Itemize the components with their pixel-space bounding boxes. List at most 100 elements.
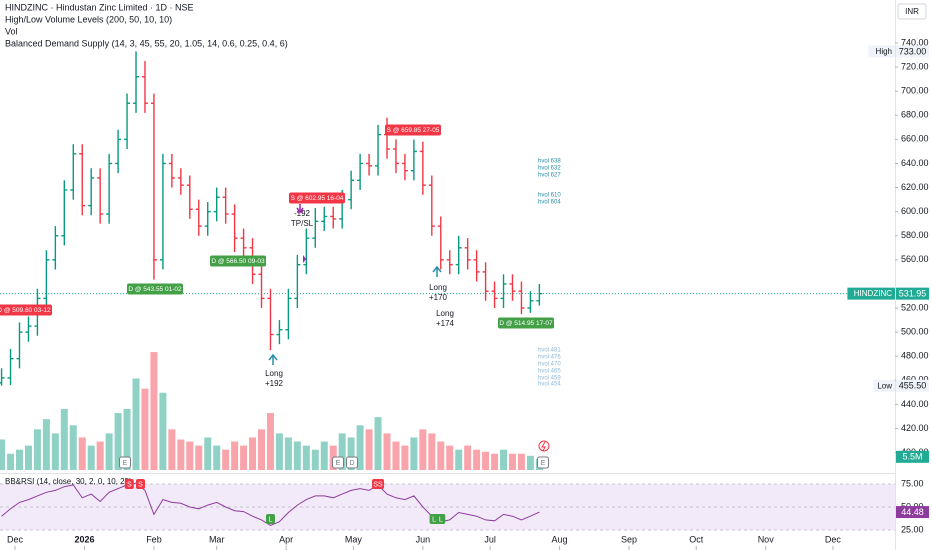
volume-bar <box>275 433 283 470</box>
rsi-tick-label: 75.00 <box>901 478 924 488</box>
signal-label: D @ 566.50 09-03 <box>211 258 265 265</box>
x-tick-label: Mar <box>209 534 225 544</box>
hvol-label: hvol 465 <box>538 369 561 375</box>
ohlc-bar <box>536 283 543 306</box>
volume-bar <box>15 449 23 470</box>
event-label[interactable]: E <box>336 460 341 467</box>
event-label[interactable]: E <box>541 460 546 467</box>
volume-bar <box>464 445 472 470</box>
symbol-title: HINDZINC · Hindustan Zinc Limited · 1D ·… <box>5 2 194 12</box>
signal-box <box>289 192 345 204</box>
ohlc-bar <box>231 204 238 253</box>
y-tick-label: 740.00 <box>901 37 929 47</box>
y-tick-label: 620.00 <box>901 182 929 192</box>
ohlc-bar <box>70 144 77 200</box>
rsi-marker: S <box>127 481 132 488</box>
ohlc-bar <box>428 175 435 236</box>
ohlc-bar <box>168 153 175 188</box>
ohlc-bar <box>88 168 95 216</box>
tag-name-box <box>868 45 895 58</box>
volume-bar <box>482 451 490 470</box>
ohlc-bar <box>464 238 471 270</box>
event-icon[interactable] <box>119 456 131 469</box>
ohlc-bar <box>52 226 59 270</box>
volume-bar <box>500 449 508 470</box>
volume-bar <box>240 445 248 470</box>
event-label[interactable]: E <box>123 460 128 467</box>
trade-annotation: -192 <box>294 209 311 218</box>
volume-bar <box>177 439 185 470</box>
y-tick-label: 420.00 <box>901 423 929 433</box>
rsi-marker-box <box>436 514 446 524</box>
event-label[interactable]: D <box>349 460 354 467</box>
ohlc-bar <box>204 202 211 236</box>
ohlc-bar <box>312 208 319 248</box>
ohlc-bar <box>16 322 23 369</box>
ohlc-bar <box>133 51 140 113</box>
tag-name: HINDZINC <box>854 289 892 298</box>
ohlc-bar <box>267 288 274 351</box>
ohlc-bar <box>500 274 507 309</box>
hvol-label: hvol 610 <box>538 193 561 199</box>
hvol-label: hvol 476 <box>538 355 561 361</box>
ohlc-bar <box>7 348 14 386</box>
volume-bar <box>168 429 176 470</box>
event-icon[interactable] <box>537 456 549 469</box>
ohlc-bar <box>79 144 86 216</box>
volume-bar <box>473 449 481 470</box>
volume-bar <box>186 441 194 470</box>
hvol-label: hvol 481 <box>538 348 561 354</box>
tag-name-box <box>847 287 895 300</box>
y-tick-label: 560.00 <box>901 254 929 264</box>
ohlc-bar <box>150 93 157 280</box>
y-tick-label: 720.00 <box>901 61 929 71</box>
ohlc-bar <box>159 153 166 270</box>
rsi-marker-box <box>136 479 146 489</box>
y-tick-label: 480.00 <box>901 351 929 361</box>
volume-bar <box>311 449 319 470</box>
volume-bar <box>266 413 274 470</box>
y-tick-label: 640.00 <box>901 158 929 168</box>
volume-bar <box>132 378 140 470</box>
volume-bar <box>293 441 301 470</box>
currency[interactable]: INR <box>905 7 919 16</box>
trade-annotation: Long <box>429 283 447 292</box>
ohlc-bar <box>419 141 426 195</box>
signal-label: D @ 509.60 03-12 <box>0 307 51 314</box>
ohlc-bar <box>124 93 131 150</box>
trade-annotation: Long <box>436 309 454 318</box>
rsi-title: BB&RSI (14, close, 30, 2, 0, 10, 25) <box>5 477 132 486</box>
long-arrow <box>268 353 278 365</box>
y-tick-label: 580.00 <box>901 230 929 240</box>
signal-label: S @ 659.85 27-05 <box>387 127 440 134</box>
hvol-label: hvol 470 <box>538 362 561 368</box>
alert-icon[interactable] <box>538 440 550 452</box>
volume-bar <box>69 425 77 470</box>
currency-box[interactable] <box>897 3 927 20</box>
x-tick-label: Nov <box>758 534 775 544</box>
ohlc-bar <box>43 250 50 309</box>
y-tick-label: 700.00 <box>901 86 929 96</box>
volume-bar <box>356 425 364 470</box>
ohlc-bar <box>527 291 534 313</box>
ohlc-bar <box>285 288 292 340</box>
ohlc-bar <box>509 274 516 301</box>
event-icon[interactable] <box>332 456 344 469</box>
volume-bar <box>7 453 15 470</box>
ohlc-bar <box>141 61 148 113</box>
ohlc-bar <box>437 216 444 270</box>
volume-bar <box>491 453 499 470</box>
trade-annotation: +174 <box>436 319 455 328</box>
volume-bar <box>258 429 266 470</box>
signal-label: D @ 514.95 17-07 <box>499 320 553 327</box>
event-icon[interactable] <box>346 456 358 469</box>
hvol-label: hvol 627 <box>538 173 561 179</box>
y-tick-label: 660.00 <box>901 134 929 144</box>
volume-bar <box>24 445 32 470</box>
volume-bar <box>123 409 131 470</box>
y-tick-label: 600.00 <box>901 206 929 216</box>
x-tick-label: Aug <box>552 534 568 544</box>
signal-box <box>385 124 441 136</box>
volume-bar <box>347 437 355 470</box>
